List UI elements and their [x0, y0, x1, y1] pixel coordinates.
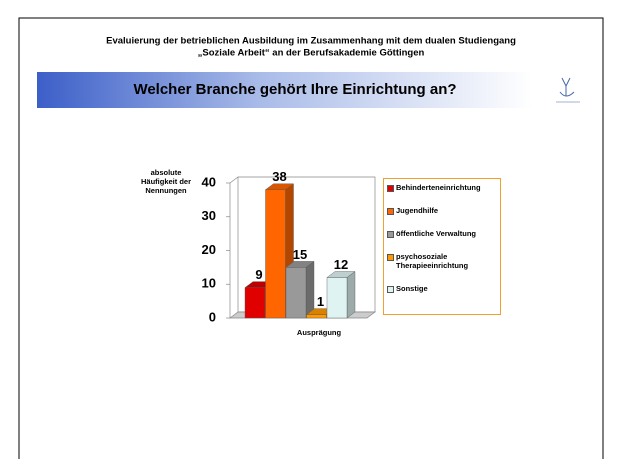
legend-label: Sonstige	[396, 284, 428, 293]
legend-item: öffentliche Verwaltung	[387, 229, 497, 238]
legend-label: psychosoziale Therapieeinrichtung	[396, 252, 469, 270]
data-label: 9	[255, 267, 262, 282]
legend-swatch	[387, 208, 394, 215]
banner	[37, 72, 532, 108]
legend: Behinderteneinrichtung Jugendhilfe öffentl…	[383, 178, 501, 315]
legend-swatch	[387, 185, 394, 192]
bar	[244, 287, 266, 319]
y-tick-label: 20	[202, 242, 216, 257]
header-line: „Soziale Arbeit“ an der Berufsakademie G…	[198, 48, 425, 59]
data-label: 1	[317, 294, 324, 309]
legend-swatch	[387, 254, 394, 261]
legend-label: Behinderteneinrichtung	[396, 183, 481, 192]
bar-side	[305, 260, 315, 319]
legend-item: Behinderteneinrichtung	[387, 183, 497, 192]
bar	[285, 267, 307, 319]
y-tick-label: 0	[209, 309, 216, 324]
legend-item: Jugendhilfe	[387, 206, 497, 215]
header-line: Evaluierung der betrieblichen Ausbildung…	[106, 36, 516, 47]
y-tick-label: 30	[202, 208, 216, 223]
slide-heading: Welcher Branche gehört Ihre Einrichtung …	[133, 81, 456, 98]
x-axis-label: Ausprägung	[297, 328, 342, 337]
legend-swatch	[387, 286, 394, 293]
bar-side	[346, 271, 356, 319]
bar	[326, 277, 348, 319]
bar	[306, 314, 327, 319]
side-wall-edge	[229, 176, 239, 184]
legend-item: psychosoziale Therapieeinrichtung	[387, 252, 497, 270]
legend-label: öffentliche Verwaltung	[396, 229, 477, 238]
y-tick-label: 40	[202, 174, 216, 189]
legend-label: Jugendhilfe	[396, 206, 439, 215]
bar	[265, 189, 286, 319]
logo	[556, 77, 580, 103]
y-tick-label: 10	[202, 276, 216, 291]
data-label: 38	[272, 169, 286, 184]
legend-item: Sonstige	[387, 284, 497, 293]
data-label: 12	[334, 257, 348, 272]
slide-frame	[18, 17, 604, 459]
y-axis-label: absolute Häufigkeit der Nennungen	[140, 168, 191, 195]
data-label: 15	[293, 247, 307, 262]
legend-swatch	[387, 231, 394, 238]
